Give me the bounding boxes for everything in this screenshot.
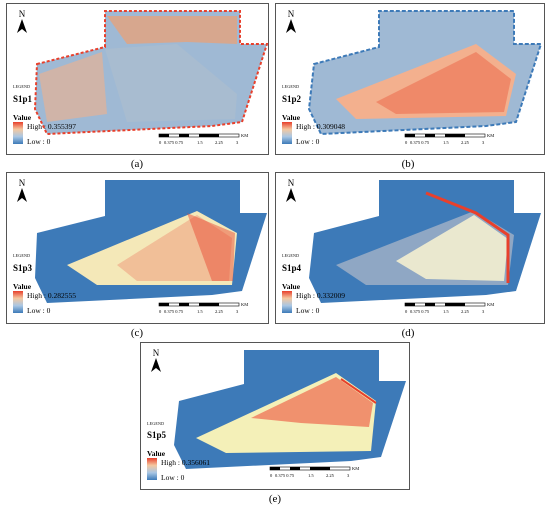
value-word: Value — [282, 282, 301, 291]
north-arrow-c: N — [12, 179, 32, 207]
scale-ticks: 3 — [236, 309, 239, 314]
map-panel-d: N LEGEND S1p4 Value High : 0.332009 Low … — [275, 172, 545, 324]
map-panel-a: N LEGEND S1p1 Value High : 0.355397 Low … — [6, 3, 269, 155]
map-raster-d — [309, 180, 541, 303]
scale-ticks: 1.5 — [308, 473, 314, 478]
scale-unit: KM — [241, 302, 248, 307]
scale-ticks: 0 — [159, 309, 162, 314]
value-word: Value — [13, 113, 32, 122]
legend-word: LEGEND — [282, 253, 300, 258]
high-value: High : 0.356061 — [161, 458, 210, 467]
scale-ticks: 2.25 — [215, 140, 224, 145]
color-ramp — [13, 122, 23, 144]
scale-bar: 0 0.375 0.75 1.5 2.25 3 KM — [158, 302, 248, 314]
scale-ticks: 0 — [405, 140, 408, 145]
north-arrow-icon — [151, 358, 161, 372]
north-arrow-icon — [286, 19, 296, 33]
layer-name: S1p2 — [282, 94, 302, 104]
legend-word: LEGEND — [282, 84, 300, 89]
low-value: Low : 0 — [27, 137, 51, 146]
caption-a: (a) — [130, 158, 144, 170]
scale-ticks: 3 — [482, 309, 485, 314]
scale-ticks: 0.375 0.75 — [275, 473, 295, 478]
scale-ticks: 1.5 — [197, 309, 203, 314]
scale-ticks: 2.25 — [215, 309, 224, 314]
scale-ticks: 1.5 — [443, 140, 449, 145]
map-raster-a — [33, 10, 269, 136]
scale-unit: KM — [241, 133, 248, 138]
scale-ticks: 0 — [405, 309, 408, 314]
scale-unit: KM — [352, 466, 359, 471]
low-value: Low : 0 — [27, 306, 51, 315]
legend-word: LEGEND — [13, 253, 31, 258]
north-label: N — [152, 348, 160, 358]
low-value: Low : 0 — [296, 137, 320, 146]
legend-word: LEGEND — [147, 421, 165, 426]
color-ramp — [282, 291, 292, 313]
scale-ticks: 2.25 — [461, 140, 470, 145]
scale-ticks: 0.375 0.75 — [164, 309, 184, 314]
north-arrow-icon — [286, 188, 296, 202]
map-panel-e: N LEGEND S1p5 Value High : 0.356061 Low … — [140, 342, 410, 490]
legend-word: LEGEND — [13, 84, 31, 89]
high-value: High : 0.355397 — [27, 122, 76, 131]
north-label: N — [287, 178, 295, 188]
scale-ticks: 1.5 — [443, 309, 449, 314]
scale-ticks: 3 — [482, 140, 485, 145]
north-arrow-icon — [17, 188, 27, 202]
high-value: High : 0.332009 — [296, 291, 345, 300]
north-arrow-b: N — [281, 10, 301, 38]
scale-bar: 0 0.375 0.75 1.5 2.25 3 KM — [158, 133, 248, 145]
value-word: Value — [13, 282, 32, 291]
caption-e: (e) — [268, 493, 282, 505]
north-arrow-a: N — [12, 10, 32, 38]
scale-bar: 0 0.375 0.75 1.5 2.25 3 KM — [269, 466, 359, 478]
map-panel-c: N LEGEND S1p3 Value High : 0.282555 Low … — [6, 172, 269, 324]
north-arrow-icon — [17, 19, 27, 33]
scale-ticks: 3 — [236, 140, 239, 145]
north-label: N — [18, 178, 26, 188]
color-ramp — [13, 291, 23, 313]
scale-ticks: 0 — [270, 473, 273, 478]
scale-ticks: 0 — [159, 140, 162, 145]
map-raster-e — [174, 350, 406, 469]
scale-ticks: 2.25 — [461, 309, 470, 314]
north-arrow-e: N — [146, 349, 166, 377]
scale-unit: KM — [487, 133, 494, 138]
high-value: High : 0.282555 — [27, 291, 76, 300]
layer-name: S1p5 — [147, 430, 167, 440]
scale-bar: 0 0.375 0.75 1.5 2.25 3 KM — [404, 133, 494, 145]
north-label: N — [287, 9, 295, 19]
layer-name: S1p4 — [282, 263, 302, 273]
color-ramp — [147, 458, 157, 480]
scale-ticks: 3 — [347, 473, 350, 478]
value-word: Value — [282, 113, 301, 122]
caption-b: (b) — [401, 158, 415, 170]
scale-unit: KM — [487, 302, 494, 307]
scale-ticks: 0.375 0.75 — [410, 140, 430, 145]
scale-ticks: 0.375 0.75 — [410, 309, 430, 314]
caption-d: (d) — [401, 327, 415, 339]
scale-ticks: 0.375 0.75 — [164, 140, 184, 145]
map-raster-b — [307, 10, 543, 136]
caption-c: (c) — [130, 327, 144, 339]
map-raster-c — [35, 180, 267, 303]
low-value: Low : 0 — [161, 473, 185, 482]
low-value: Low : 0 — [296, 306, 320, 315]
north-label: N — [18, 9, 26, 19]
layer-name: S1p3 — [13, 263, 33, 273]
north-arrow-d: N — [281, 179, 301, 207]
high-value: High : 0.309048 — [296, 122, 345, 131]
value-word: Value — [147, 449, 166, 458]
scale-ticks: 2.25 — [326, 473, 335, 478]
layer-name: S1p1 — [13, 94, 33, 104]
map-panel-b: N LEGEND S1p2 Value High : 0.309048 Low … — [275, 3, 545, 155]
scale-ticks: 1.5 — [197, 140, 203, 145]
color-ramp — [282, 122, 292, 144]
scale-bar: 0 0.375 0.75 1.5 2.25 3 KM — [404, 302, 494, 314]
